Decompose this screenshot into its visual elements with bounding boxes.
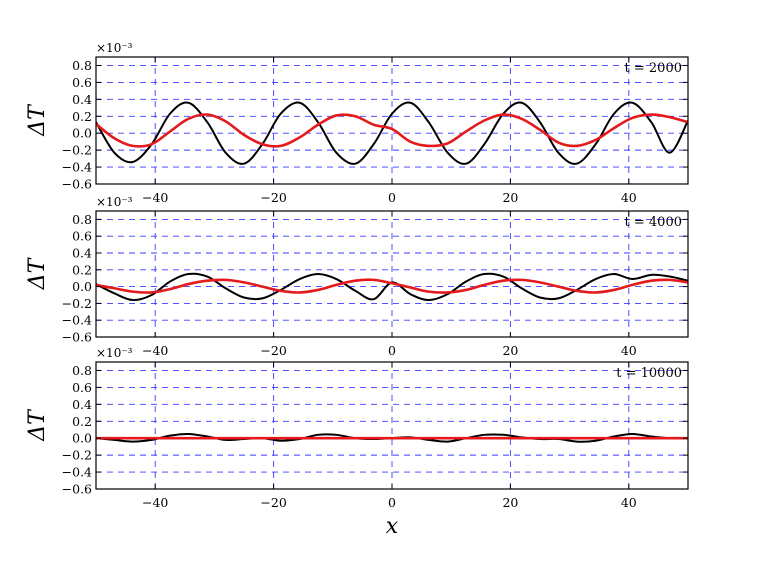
y-tick-label: 0.2 <box>72 109 92 124</box>
y-tick-label: −0.6 <box>62 177 92 192</box>
y-tick-label: 0.8 <box>72 363 92 378</box>
x-tick-label: 20 <box>502 190 518 205</box>
x-tick-label: −40 <box>142 190 168 205</box>
y-tick-label: −0.4 <box>62 313 92 328</box>
x-tick-label: 20 <box>502 343 518 358</box>
y-tick-label: 0.0 <box>72 279 92 294</box>
y-tick-label: 0.4 <box>72 246 92 261</box>
x-tick-label: 0 <box>388 495 396 510</box>
series-line-2 <box>96 113 688 148</box>
x-tick-label: −40 <box>142 495 168 510</box>
y-tick-label: 0.4 <box>72 397 92 412</box>
x-tick-label: 40 <box>621 495 637 510</box>
x-tick-label: −20 <box>260 343 286 358</box>
scale-factor-label: ×10⁻³ <box>96 41 133 55</box>
x-tick-label: 0 <box>388 343 396 358</box>
y-tick-label: 0.6 <box>72 75 92 90</box>
y-tick-label: 0.6 <box>72 229 92 244</box>
time-annotation: t = 4000 <box>625 215 682 230</box>
x-tick-label: 20 <box>502 495 518 510</box>
x-axis-label: x <box>386 514 399 539</box>
x-tick-label: 40 <box>621 343 637 358</box>
y-tick-label: 0.8 <box>72 58 92 73</box>
panel-1: −0.6 −0.4 −0.2 0.0 0.2 0.4 0.6 0.8 −40 −20 0 20 40 ×1… <box>25 41 689 205</box>
y-tick-label: −0.4 <box>62 160 92 175</box>
x-tick-label: 0 <box>388 190 396 205</box>
y-axis-label: ΔT <box>25 103 50 137</box>
series-line-1 <box>96 101 688 165</box>
y-tick-label: 0.8 <box>72 212 92 227</box>
x-tick-label: 40 <box>621 190 637 205</box>
x-tick-label: −20 <box>260 190 286 205</box>
y-axis-label: ΔT <box>25 256 50 290</box>
panel-3: −0.6 −0.4 −0.2 0.0 0.2 0.4 0.6 0.8 −40 −20 0 20 40 ×1… <box>25 346 689 539</box>
y-tick-label: −0.4 <box>62 465 92 480</box>
panels: −0.6−0.4−0.20.00.20.40.60.8−40 −20 0 20 40×1… <box>25 41 689 539</box>
y-tick-label: −0.6 <box>62 482 92 497</box>
time-annotation: t = 10000 <box>616 366 682 381</box>
panel-2: −0.6 −0.4 −0.2 0.0 0.20.4 0.6 0.8 −40 −20 0 20 40 ×1… <box>25 195 689 358</box>
series-line-2 <box>96 278 688 294</box>
y-tick-label: 0.2 <box>72 414 92 429</box>
y-tick-label: 0.2 <box>72 262 92 277</box>
y-tick-label: 0.0 <box>72 126 92 141</box>
y-tick-label: 0.4 <box>72 92 92 107</box>
y-tick-label: −0.6 <box>62 330 92 345</box>
y-tick-label: −0.2 <box>62 448 92 463</box>
y-tick-label: −0.2 <box>62 143 92 158</box>
x-tick-label: −40 <box>142 343 168 358</box>
x-tick-label: −20 <box>260 495 286 510</box>
y-axis-label: ΔT <box>25 408 50 442</box>
axes-frame <box>95 361 689 490</box>
y-tick-label: 0.6 <box>72 380 92 395</box>
time-annotation: t = 2000 <box>625 61 682 76</box>
scale-factor-label: ×10⁻³ <box>96 346 133 360</box>
scale-factor-label: ×10⁻³ <box>96 195 133 209</box>
y-tick-label: 0.0 <box>72 431 92 446</box>
y-tick-label: −0.2 <box>62 296 92 311</box>
